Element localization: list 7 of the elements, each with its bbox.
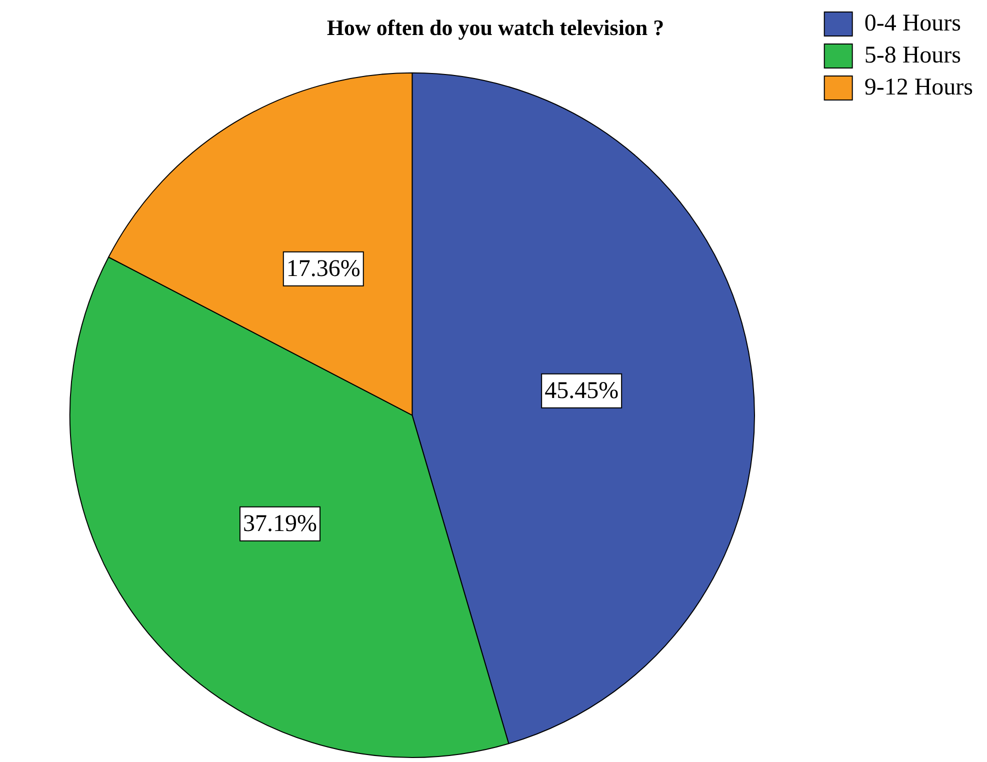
- data-label: 45.45%: [544, 378, 619, 404]
- chart-title: How often do you watch television ?: [326, 14, 664, 40]
- data-label: 37.19%: [242, 511, 317, 538]
- data-label: 17.36%: [286, 256, 360, 282]
- legend-label: 5-8 Hours: [864, 42, 961, 68]
- legend-label: 9-12 Hours: [864, 74, 973, 100]
- legend-label: 0-4 Hours: [864, 10, 961, 36]
